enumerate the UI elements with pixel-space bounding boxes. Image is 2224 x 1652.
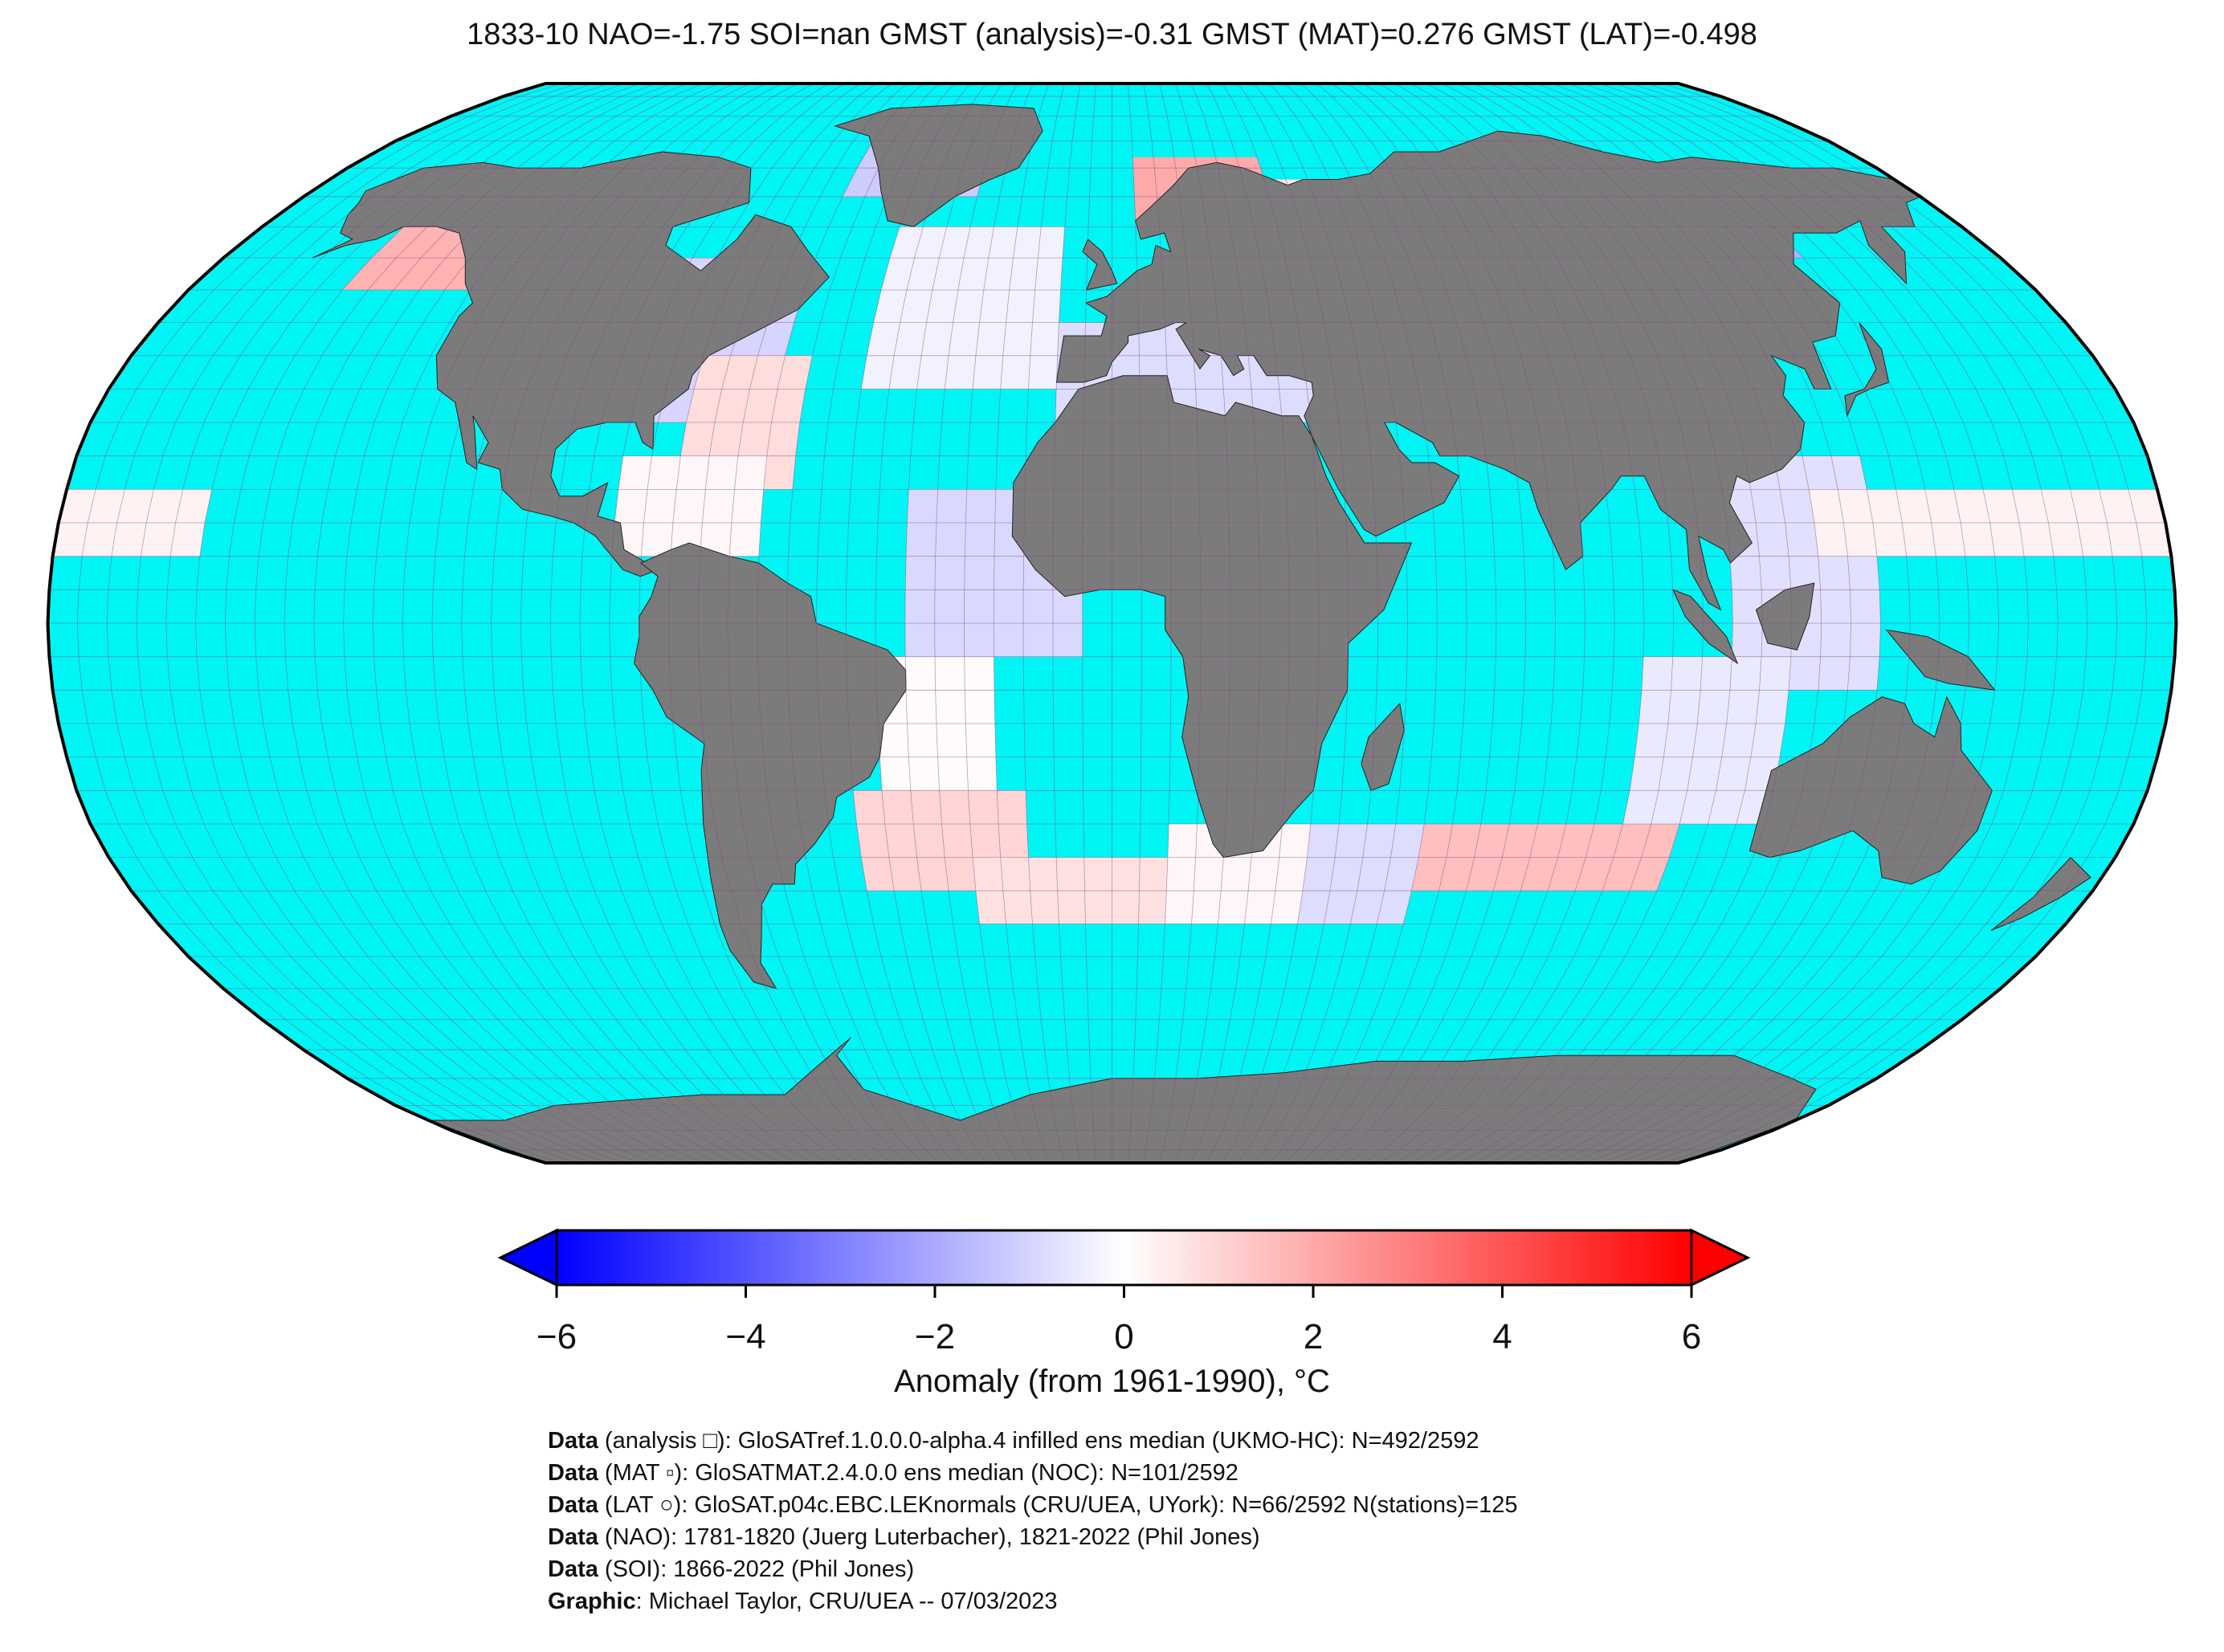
credit-line: Data (SOI): 1866-2022 (Phil Jones) xyxy=(548,1556,915,1582)
north-america-landmass xyxy=(312,151,830,577)
tick-label: 4 xyxy=(1492,1317,1512,1356)
anomaly-cell xyxy=(1165,824,1340,924)
credit-line: Data (MAT ▫): GloSATMAT.2.4.0.0 ens medi… xyxy=(548,1460,1239,1486)
tick-label: 0 xyxy=(1114,1317,1134,1356)
colorbar-extend-high xyxy=(1690,1228,1751,1287)
tick-label: −6 xyxy=(536,1317,577,1356)
graticule-grid xyxy=(47,84,2177,1163)
land-masses xyxy=(312,104,2091,1163)
map-title: 1833-10 NAO=-1.75 SOI=nan GMST (analysis… xyxy=(467,18,1757,51)
world-map xyxy=(46,82,2178,1165)
colorbar-ticks xyxy=(555,1285,1693,1298)
anomaly-cell xyxy=(1297,824,1425,924)
map-border xyxy=(46,82,2178,1165)
data-credits: Data (analysis □): GloSATref.1.0.0.0-alp… xyxy=(548,1425,1518,1617)
credit-line: Data (NAO): 1781-1820 (Juerg Luterbacher… xyxy=(548,1524,1260,1550)
colorbar-label: Anomaly (from 1961-1990), °C xyxy=(894,1364,1330,1399)
japan-landmass xyxy=(1844,322,1890,418)
colorbar xyxy=(497,1228,1751,1298)
credit-line: Data (analysis □): GloSATref.1.0.0.0-alp… xyxy=(548,1428,1479,1454)
tick-label: −2 xyxy=(914,1317,956,1356)
tick-label: 2 xyxy=(1303,1317,1324,1356)
greenland-landmass xyxy=(833,104,1043,227)
borneo-sumatra-landmass xyxy=(1671,589,1739,665)
credit-line: Data (LAT ○): GloSAT.p04c.EBC.LEKnormals… xyxy=(548,1492,1518,1518)
eurasia-landmass xyxy=(1055,130,1922,611)
colorbar-gradient xyxy=(555,1229,1693,1287)
anomaly-cell xyxy=(611,455,767,557)
credit-line: Graphic: Michael Taylor, CRU/UEA -- 07/0… xyxy=(548,1589,1058,1614)
colorbar-extend-low xyxy=(497,1228,558,1287)
tick-label: 6 xyxy=(1681,1317,1702,1356)
tick-label: −4 xyxy=(725,1317,766,1356)
anomaly-cell xyxy=(1622,656,1791,824)
